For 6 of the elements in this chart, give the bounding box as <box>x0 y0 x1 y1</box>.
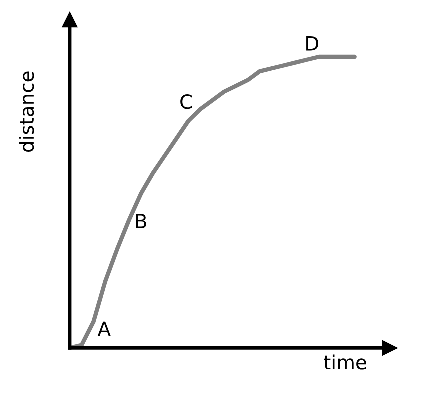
annotation: A <box>98 322 111 336</box>
text: D <box>306 36 318 51</box>
y-axis-title: distance <box>19 72 34 152</box>
annotation: C <box>180 94 192 110</box>
annotation: B <box>136 214 146 228</box>
x-axis-title: time <box>324 354 366 370</box>
